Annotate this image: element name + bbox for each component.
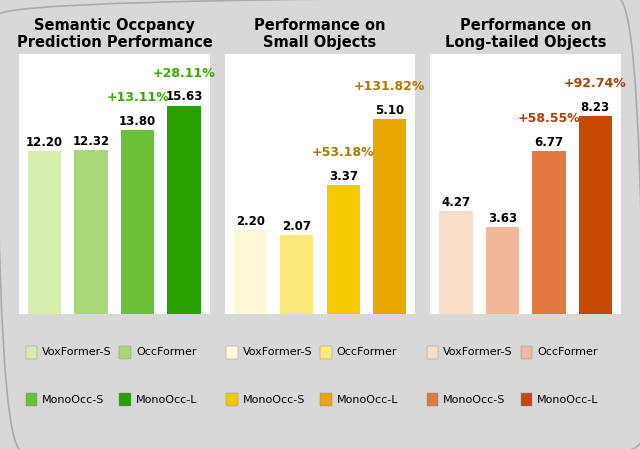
Bar	[532, 151, 566, 314]
Bar	[439, 211, 473, 314]
Bar	[579, 116, 612, 314]
Text: 5.10: 5.10	[375, 104, 404, 117]
Bar	[28, 151, 61, 314]
Bar	[74, 150, 108, 314]
Text: VoxFormer-S: VoxFormer-S	[42, 348, 112, 357]
Text: MonoOcc-L: MonoOcc-L	[537, 395, 598, 405]
Bar	[326, 185, 360, 314]
Text: VoxFormer-S: VoxFormer-S	[444, 348, 513, 357]
Text: 15.63: 15.63	[165, 91, 203, 103]
Text: MonoOcc-L: MonoOcc-L	[337, 395, 398, 405]
Bar	[280, 235, 314, 314]
Text: OccFormer: OccFormer	[337, 348, 397, 357]
Bar	[121, 130, 154, 314]
Title: Semantic Occpancy
Prediction Performance: Semantic Occpancy Prediction Performance	[17, 18, 212, 50]
Text: MonoOcc-S: MonoOcc-S	[243, 395, 305, 405]
Text: 12.32: 12.32	[72, 135, 109, 148]
Text: +131.82%: +131.82%	[354, 80, 426, 93]
Text: 2.20: 2.20	[236, 215, 265, 228]
Bar	[234, 230, 267, 314]
Text: MonoOcc-S: MonoOcc-S	[444, 395, 506, 405]
Text: OccFormer: OccFormer	[136, 348, 196, 357]
Text: +13.11%: +13.11%	[106, 91, 169, 104]
Text: 4.27: 4.27	[442, 196, 470, 209]
Text: 3.63: 3.63	[488, 211, 517, 224]
Bar	[486, 227, 519, 314]
Text: 2.07: 2.07	[282, 220, 311, 233]
Text: 6.77: 6.77	[534, 136, 563, 149]
Text: VoxFormer-S: VoxFormer-S	[243, 348, 312, 357]
Title: Performance on
Long-tailed Objects: Performance on Long-tailed Objects	[445, 18, 606, 50]
Text: 13.80: 13.80	[119, 115, 156, 128]
Bar	[167, 106, 201, 314]
Text: 8.23: 8.23	[580, 101, 610, 114]
Text: MonoOcc-L: MonoOcc-L	[136, 395, 198, 405]
Text: +92.74%: +92.74%	[564, 77, 627, 90]
Text: OccFormer: OccFormer	[537, 348, 598, 357]
Text: +58.55%: +58.55%	[518, 112, 580, 125]
Text: 3.37: 3.37	[329, 170, 358, 183]
Text: 12.20: 12.20	[26, 136, 63, 149]
Text: +28.11%: +28.11%	[153, 66, 216, 79]
Title: Performance on
Small Objects: Performance on Small Objects	[254, 18, 386, 50]
Text: MonoOcc-S: MonoOcc-S	[42, 395, 104, 405]
Text: +53.18%: +53.18%	[312, 146, 374, 159]
Bar	[373, 119, 406, 314]
